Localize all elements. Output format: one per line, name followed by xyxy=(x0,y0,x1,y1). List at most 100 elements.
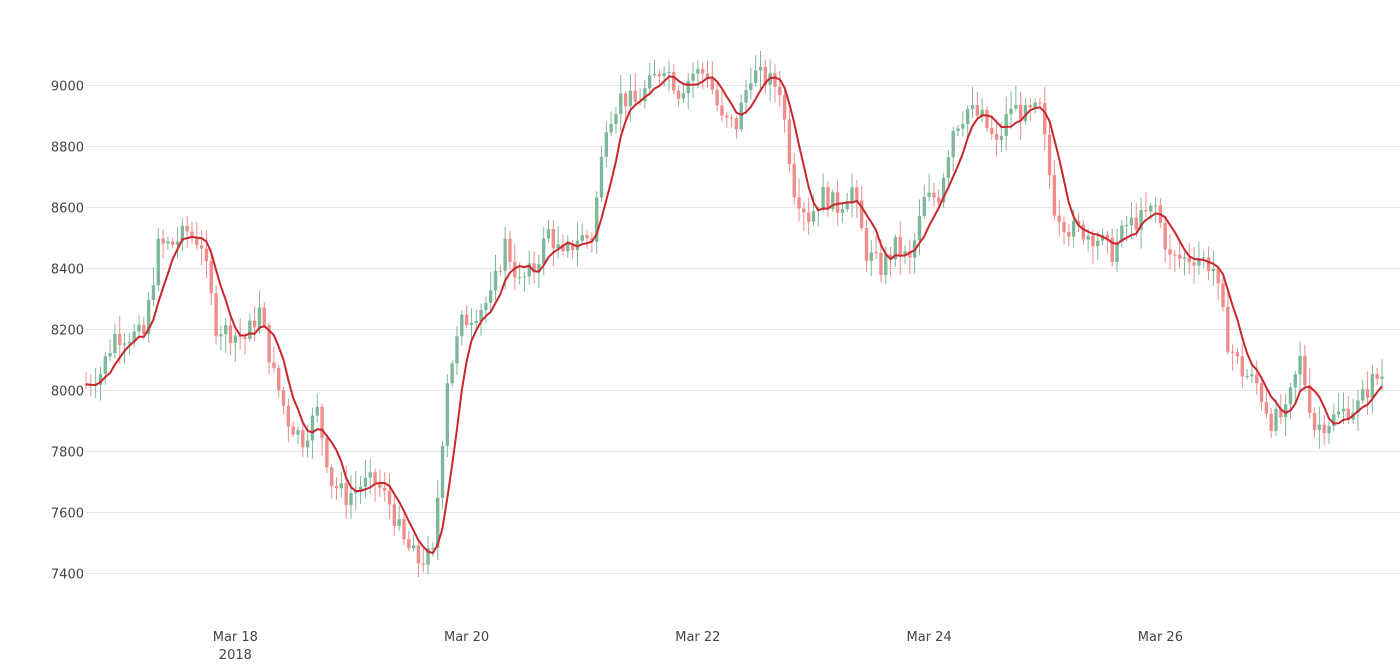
candle-up xyxy=(1274,408,1278,431)
candle-up xyxy=(1004,114,1008,136)
candle-down xyxy=(190,231,194,237)
candle-up xyxy=(469,322,474,325)
candle-up xyxy=(869,252,873,261)
candle-down xyxy=(1043,102,1047,135)
candle-down xyxy=(1018,104,1023,122)
candle-down xyxy=(705,73,710,78)
candle-down xyxy=(209,261,213,294)
candle-up xyxy=(397,519,401,526)
candle-down xyxy=(1173,254,1177,256)
candle-up xyxy=(566,243,570,252)
candle-down xyxy=(874,252,878,254)
y-axis-ticks: 7400 7600 7800 8000 8200 8400 8600 8800 9000 xyxy=(51,80,84,583)
candle-up xyxy=(1298,355,1302,375)
candle-up xyxy=(821,186,825,210)
candle-down xyxy=(802,208,806,213)
candle-up xyxy=(686,80,690,94)
candle-down xyxy=(330,467,334,486)
candle-up xyxy=(652,73,657,76)
candle-up xyxy=(758,66,763,71)
candle-down xyxy=(985,109,989,129)
x-tick-label: Mar 22 xyxy=(675,630,720,645)
candle-down xyxy=(1134,217,1138,230)
candle-down xyxy=(402,519,406,540)
candle-down xyxy=(214,293,218,337)
candle-down xyxy=(1076,220,1081,225)
gridlines xyxy=(86,85,1400,574)
candle-up xyxy=(648,75,652,89)
candle-up xyxy=(845,203,849,210)
candle-down xyxy=(932,192,936,198)
candle-up xyxy=(604,132,609,157)
candle-down xyxy=(277,367,281,391)
candle-down xyxy=(1230,351,1235,353)
candle-down xyxy=(710,77,715,90)
candle-down xyxy=(633,90,637,102)
candle-up xyxy=(999,135,1004,140)
candle-up xyxy=(1317,424,1322,431)
candle-down xyxy=(1269,413,1273,431)
candle-up xyxy=(927,192,931,197)
candle-up xyxy=(460,314,464,337)
candle-up xyxy=(363,477,368,487)
candle-up xyxy=(941,177,946,203)
candle-down xyxy=(657,73,662,77)
candle-up xyxy=(662,73,666,77)
candle-down xyxy=(1067,231,1071,237)
candle-down xyxy=(1216,268,1220,284)
candle-down xyxy=(1091,235,1095,247)
candle-down xyxy=(532,263,536,272)
candle-down xyxy=(1279,408,1283,418)
candle-up xyxy=(1153,205,1158,207)
candle-down xyxy=(797,197,801,209)
candle-up xyxy=(580,235,584,241)
candle-up xyxy=(609,124,613,133)
candle-down xyxy=(1235,352,1240,357)
candle-up xyxy=(1332,414,1336,427)
candle-down xyxy=(773,73,777,87)
candle-up xyxy=(1370,374,1375,398)
candle-up xyxy=(811,211,816,222)
x-tick-label: Mar 24 xyxy=(907,630,952,645)
candle-up xyxy=(517,277,522,279)
candle-up xyxy=(349,493,353,506)
candle-up xyxy=(980,109,984,116)
candle-up xyxy=(1071,220,1076,237)
candle-up xyxy=(599,156,604,198)
candle-down xyxy=(378,483,382,488)
candle-down xyxy=(508,238,512,262)
candle-up xyxy=(1009,108,1013,115)
candle-up xyxy=(1327,426,1331,434)
candle-down xyxy=(1264,401,1269,414)
candle-up xyxy=(696,69,700,74)
candle-down xyxy=(1144,210,1148,212)
candle-down xyxy=(464,314,469,325)
candle-up xyxy=(595,197,599,242)
candle-down xyxy=(421,563,425,565)
candle-up xyxy=(1014,104,1018,109)
candle-up xyxy=(503,238,507,271)
candle-down xyxy=(118,333,122,345)
candle-up xyxy=(479,310,483,321)
x-tick-sublabel: 2018 xyxy=(219,648,252,663)
candle-up xyxy=(436,497,440,548)
candle-down xyxy=(1187,257,1191,263)
candle-up xyxy=(1086,235,1090,240)
candle-down xyxy=(1110,237,1114,263)
candle-up xyxy=(1283,404,1288,418)
candle-up xyxy=(450,363,454,384)
candle-up xyxy=(489,290,493,303)
candle-down xyxy=(700,69,705,74)
candle-up xyxy=(1250,374,1254,377)
candle-down xyxy=(1221,283,1225,307)
candle-up xyxy=(1245,376,1249,378)
candle-down xyxy=(267,325,271,363)
candle-up xyxy=(474,320,478,323)
candle-up xyxy=(484,302,488,311)
y-tick-label: 8800 xyxy=(51,141,84,156)
candle-up xyxy=(156,238,160,286)
candle-down xyxy=(1052,175,1057,216)
candle-down xyxy=(1303,355,1307,386)
candle-up xyxy=(455,336,459,364)
